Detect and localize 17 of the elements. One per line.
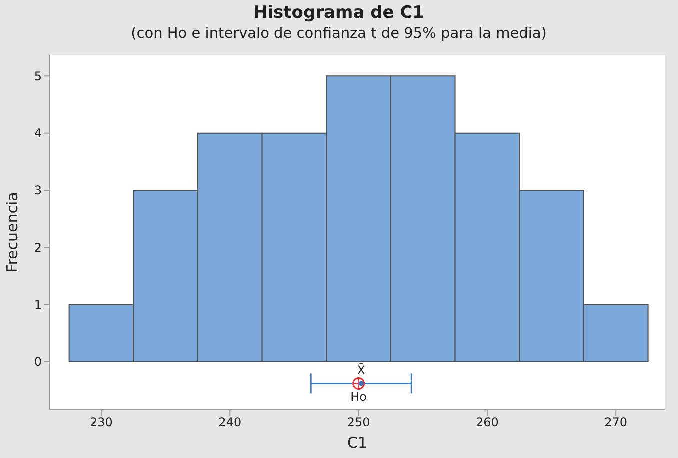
y-tick-label: 1 — [34, 298, 42, 312]
x-tick-label: 230 — [90, 416, 113, 430]
y-tick-label: 2 — [34, 240, 42, 255]
chart-subtitle: (con Ho e intervalo de confianza t de 95% para la media) — [130, 26, 548, 42]
y-axis-title: Frecuencia — [3, 192, 22, 273]
annotation: X̄ — [357, 364, 366, 378]
x-axis-title: C1 — [347, 434, 368, 452]
chart-title: Histograma de C1 — [252, 3, 426, 23]
y-tick-label: 0 — [34, 355, 42, 370]
y-tick-label: 4 — [34, 126, 42, 141]
x-tick-label: 270 — [604, 416, 628, 430]
y-tick-label: 5 — [34, 69, 42, 84]
x-tick-label: 250 — [347, 416, 370, 430]
annotation: Ho — [350, 390, 367, 404]
x-tick-label: 240 — [218, 416, 242, 430]
x-tick-label: 260 — [476, 416, 499, 430]
y-tick-label: 3 — [34, 184, 42, 198]
